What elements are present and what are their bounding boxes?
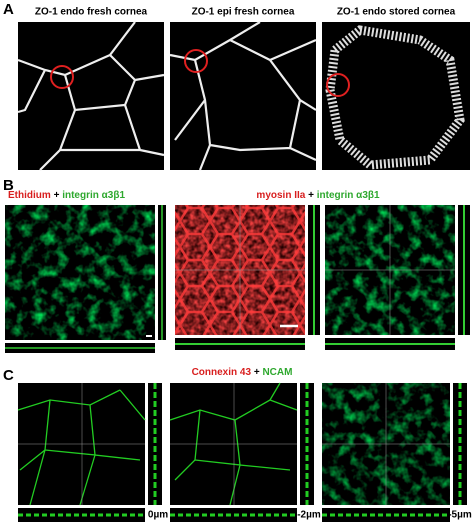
panel-title: ZO-1 epi fresh cornea — [192, 7, 295, 18]
micrograph — [322, 383, 467, 522]
depth-label: -2µm — [297, 510, 321, 521]
depth-label: 0µm — [148, 510, 168, 521]
panel-label: B — [3, 177, 14, 194]
caption-part: + — [54, 190, 60, 201]
caption-part: integrin α3β1 — [62, 190, 125, 201]
caption-part: NCAM — [262, 367, 292, 378]
panel-title: ZO-1 endo stored cornea — [337, 7, 456, 18]
caption-part: myosin IIa — [256, 190, 305, 201]
depth-label: -5µm — [448, 510, 472, 521]
panel-label: A — [3, 1, 14, 18]
micrograph — [325, 205, 470, 350]
caption-part: + — [308, 190, 314, 201]
micrograph — [169, 21, 317, 171]
caption-part: Ethidium — [8, 190, 51, 201]
caption: Ethidium + integrin α3β1 — [8, 190, 125, 201]
micrograph — [175, 205, 320, 350]
micrograph — [17, 21, 165, 171]
micrograph — [322, 22, 470, 170]
micrograph — [169, 382, 314, 522]
caption-part: integrin α3β1 — [317, 190, 380, 201]
caption: Connexin 43 + NCAM — [192, 367, 293, 378]
panel-title: ZO-1 endo fresh cornea — [35, 7, 148, 18]
caption-part: + — [254, 367, 260, 378]
caption: myosin IIa + integrin α3β1 — [256, 190, 380, 201]
micrograph — [17, 383, 162, 522]
panel-label: C — [3, 367, 14, 384]
caption-part: Connexin 43 — [192, 367, 252, 378]
micrograph — [5, 205, 166, 353]
